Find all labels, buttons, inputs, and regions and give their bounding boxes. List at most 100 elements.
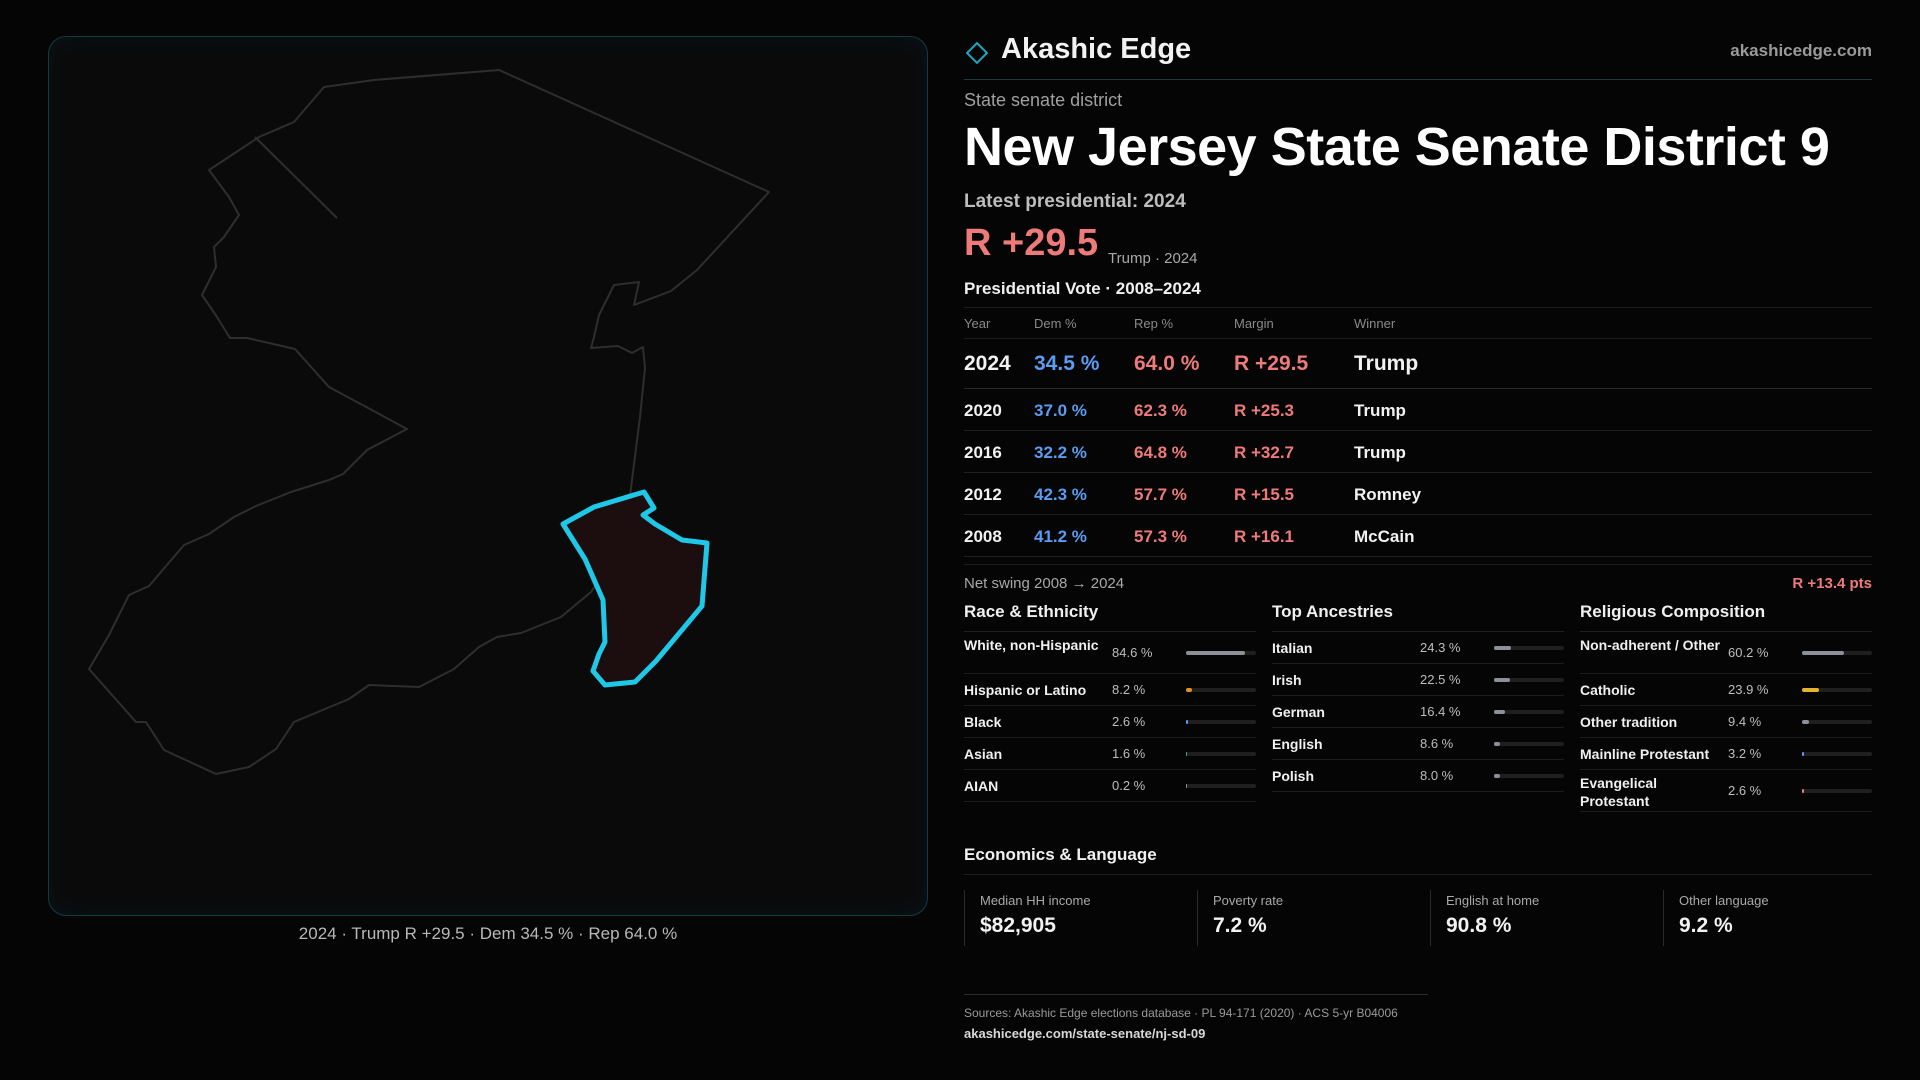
row-winner: McCain — [1354, 527, 1415, 546]
row-year: 2016 — [964, 443, 1002, 462]
race-bar-track — [1186, 651, 1256, 655]
race-value: 1.6 % — [1112, 746, 1146, 761]
econ-card-income: Median HH income $82,905 — [964, 890, 1184, 946]
religion-value: 2.6 % — [1728, 783, 1762, 798]
ancestry-value: 24.3 % — [1420, 640, 1461, 655]
econ-value: $82,905 — [980, 914, 1056, 937]
religion-value: 3.2 % — [1728, 746, 1762, 761]
race-label: Black — [964, 714, 1002, 730]
list-item: White, non-Hispanic 84.6 % — [964, 632, 1256, 674]
religion-value: 60.2 % — [1728, 645, 1769, 660]
econ-card-english: English at home 90.8 % — [1430, 890, 1650, 946]
column-header-dem: Dem % — [1034, 316, 1077, 331]
religion-label: Mainline Protestant — [1580, 746, 1710, 762]
ancestry-value: 16.4 % — [1420, 704, 1461, 719]
ancestry-label: Italian — [1272, 640, 1313, 656]
religion-bar-fill — [1802, 651, 1845, 655]
table-row: 2012 42.3 % 57.7 % R +15.5 Romney — [964, 473, 1872, 515]
row-margin: R +16.1 — [1234, 527, 1295, 546]
list-item: English 8.6 % — [1272, 728, 1564, 760]
district-9-shape[interactable] — [560, 489, 710, 688]
religion-bar-fill — [1802, 789, 1804, 793]
presidential-vote-title: Presidential Vote · 2008–2024 — [964, 279, 1201, 298]
race-ethnicity-section: Race & Ethnicity White, non-Hispanic 84.… — [964, 602, 1256, 802]
religion-bar-fill — [1802, 720, 1809, 724]
row-dem-pct: 34.5 % — [1034, 352, 1100, 375]
religion-title: Religious Composition — [1580, 602, 1872, 632]
list-item: Other tradition 9.4 % — [1580, 706, 1872, 738]
row-rep-pct: 57.3 % — [1134, 527, 1187, 546]
row-margin: R +32.7 — [1234, 443, 1295, 462]
row-year: 2020 — [964, 401, 1002, 420]
religion-value: 9.4 % — [1728, 714, 1762, 729]
table-header: Year Dem % Rep % Margin Winner — [964, 307, 1872, 339]
race-ethnicity-title: Race & Ethnicity — [964, 602, 1256, 632]
column-header-rep: Rep % — [1134, 316, 1174, 331]
diamond-icon — [966, 42, 988, 64]
table-row: 2020 37.0 % 62.3 % R +25.3 Trump — [964, 389, 1872, 431]
list-item: German 16.4 % — [1272, 696, 1564, 728]
header: Akashic Edge akashicedge.com — [964, 32, 1872, 80]
page-title: New Jersey State Senate District 9 — [964, 117, 1830, 177]
econ-label: English at home — [1446, 893, 1540, 908]
detail-panel: Akashic Edge akashicedge.com State senat… — [964, 0, 1872, 1080]
race-label: Asian — [964, 746, 1003, 762]
economics-title: Economics & Language — [964, 845, 1872, 875]
race-value: 8.2 % — [1112, 682, 1146, 697]
ancestry-value: 22.5 % — [1420, 672, 1461, 687]
row-winner: Trump — [1354, 352, 1419, 375]
state-inner-line — [254, 136, 338, 219]
ancestry-bar-track — [1494, 774, 1564, 778]
row-winner: Romney — [1354, 485, 1422, 504]
row-dem-pct: 42.3 % — [1034, 485, 1087, 504]
religion-label: Non-adherent / Other — [1580, 637, 1721, 653]
ancestry-label: German — [1272, 704, 1325, 720]
page-url-link[interactable]: akashicedge.com/state-senate/nj-sd-09 — [964, 1026, 1206, 1041]
row-margin: R +15.5 — [1234, 485, 1295, 504]
site-link[interactable]: akashicedge.com — [1730, 41, 1872, 60]
list-item: Black 2.6 % — [964, 706, 1256, 738]
race-bar-fill — [1186, 651, 1246, 655]
table-row: 2008 41.2 % 57.3 % R +16.1 McCain — [964, 515, 1872, 557]
brand-name: Akashic Edge — [1001, 33, 1192, 65]
race-bar-track — [1186, 720, 1256, 724]
row-rep-pct: 57.7 % — [1134, 485, 1187, 504]
column-header-winner: Winner — [1354, 316, 1396, 331]
ancestry-label: English — [1272, 736, 1323, 752]
econ-card-poverty: Poverty rate 7.2 % — [1197, 890, 1417, 946]
race-bar-track — [1186, 688, 1256, 692]
list-item: Italian 24.3 % — [1272, 632, 1564, 664]
row-winner: Trump — [1354, 401, 1406, 420]
footer-divider — [964, 994, 1428, 995]
net-swing-label: Net swing 2008 → 2024 — [964, 575, 1125, 592]
list-item: Hispanic or Latino 8.2 % — [964, 674, 1256, 706]
list-item: Mainline Protestant 3.2 % — [1580, 738, 1872, 770]
map-panel — [48, 36, 928, 916]
row-margin: R +25.3 — [1234, 401, 1295, 420]
econ-card-other-language: Other language 9.2 % — [1663, 890, 1883, 946]
latest-margin: R +29.5 — [964, 222, 1099, 264]
ancestry-bar-fill — [1494, 678, 1510, 682]
econ-value: 9.2 % — [1679, 914, 1733, 937]
race-label: White, non-Hispanic — [964, 637, 1099, 653]
econ-value: 90.8 % — [1446, 914, 1512, 937]
religion-label: Other tradition — [1580, 714, 1678, 730]
state-outline — [88, 69, 770, 775]
latest-presidential-label: Latest presidential: 2024 — [964, 191, 1186, 212]
net-swing: Net swing 2008 → 2024 R +13.4 pts — [964, 564, 1872, 594]
table-row: 2016 32.2 % 64.8 % R +32.7 Trump — [964, 431, 1872, 473]
race-value: 84.6 % — [1112, 645, 1153, 660]
religion-bar-track — [1802, 752, 1872, 756]
latest-margin-sub: Trump · 2024 — [1108, 250, 1198, 267]
column-header-year: Year — [964, 316, 991, 331]
ancestry-label: Irish — [1272, 672, 1302, 688]
row-dem-pct: 41.2 % — [1034, 527, 1087, 546]
religion-label: Evangelical Protestant — [1580, 775, 1658, 809]
ancestry-bar-track — [1494, 742, 1564, 746]
religion-bar-track — [1802, 789, 1872, 793]
row-rep-pct: 64.8 % — [1134, 443, 1187, 462]
row-year: 2024 — [964, 352, 1011, 375]
race-bar-fill — [1186, 688, 1192, 692]
ancestry-bar-track — [1494, 646, 1564, 650]
religion-bar-track — [1802, 720, 1872, 724]
